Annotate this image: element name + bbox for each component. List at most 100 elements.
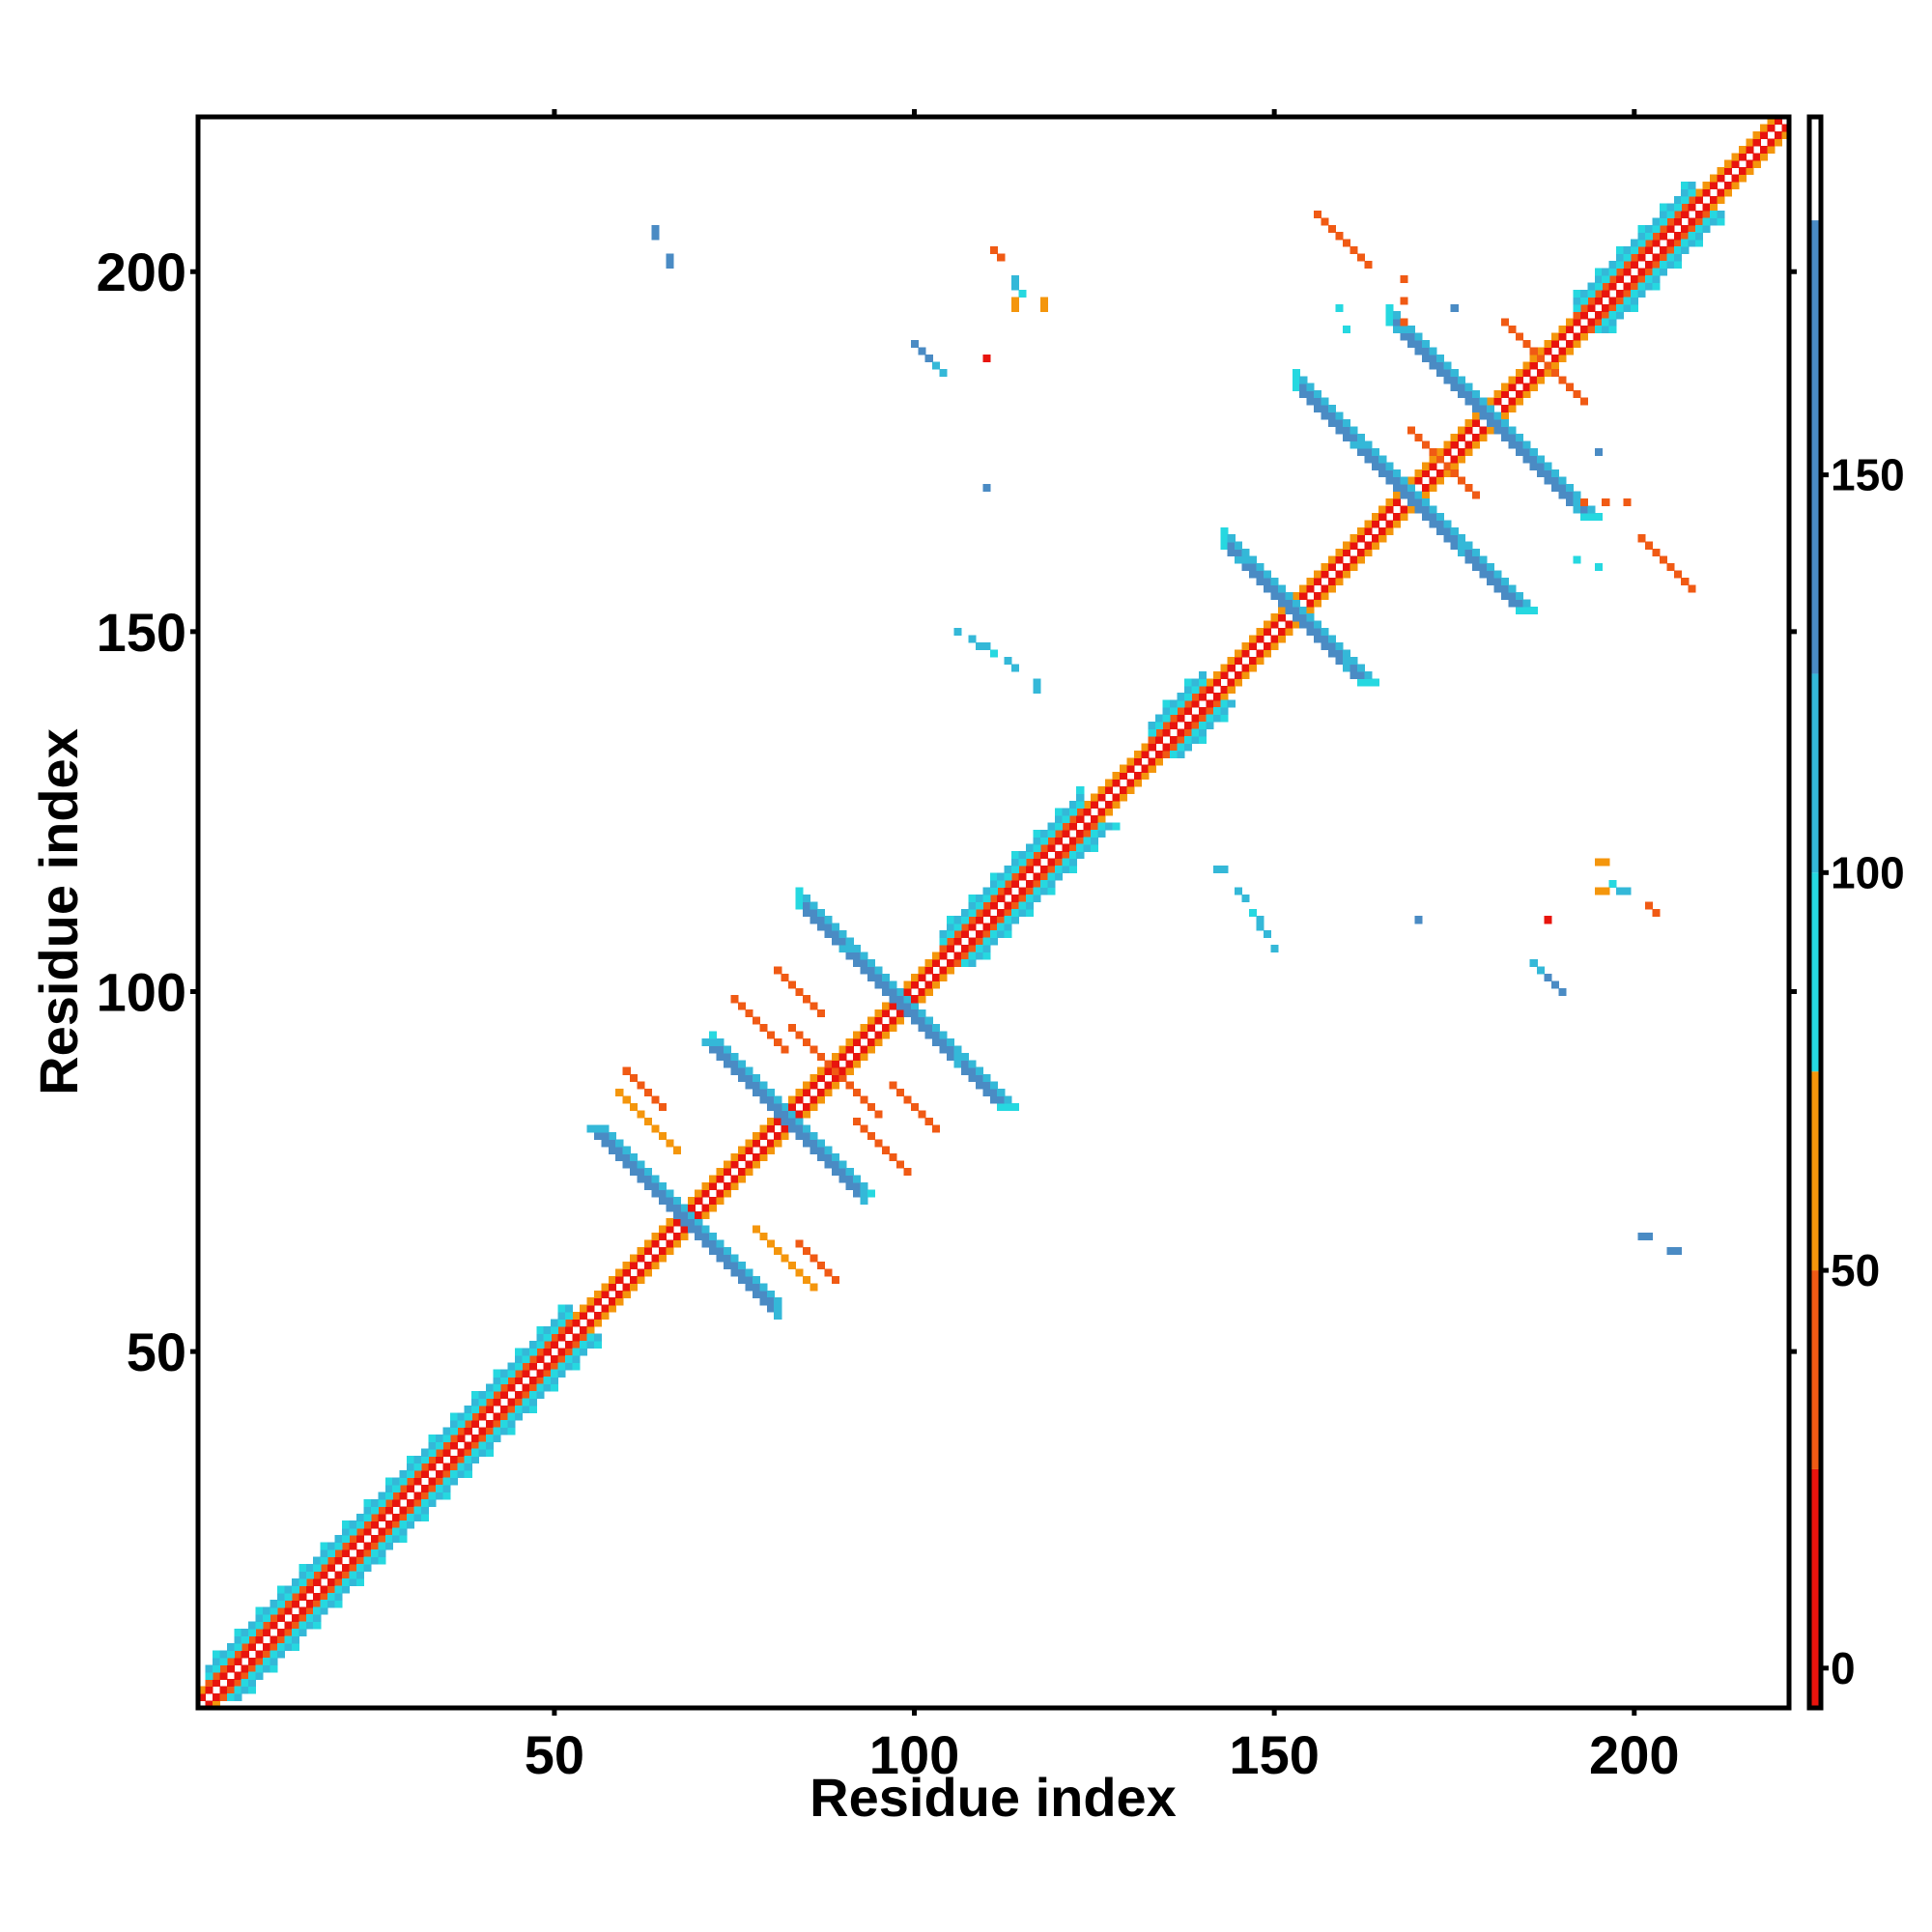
heatmap-cell <box>982 930 991 939</box>
heatmap-cell <box>1212 699 1221 708</box>
heatmap-cell <box>1350 670 1358 679</box>
heatmap-cell <box>1537 462 1546 470</box>
heatmap-cell <box>551 1333 559 1342</box>
heatmap-cell <box>918 966 926 975</box>
heatmap-cell <box>1335 577 1344 586</box>
heatmap-cell <box>263 1606 271 1615</box>
heatmap-cell <box>1314 628 1322 637</box>
heatmap-cell <box>816 908 825 917</box>
heatmap-cell <box>486 1419 495 1428</box>
heatmap-cell <box>651 224 660 233</box>
heatmap-cell <box>579 1333 588 1342</box>
heatmap-cell <box>1112 772 1121 781</box>
colorbar-band <box>1809 220 1821 674</box>
heatmap-cell <box>953 1045 962 1054</box>
heatmap-cell <box>471 1391 480 1400</box>
heatmap-cell <box>1220 714 1229 723</box>
heatmap-cell <box>672 1204 681 1212</box>
heatmap-cell <box>392 1484 401 1493</box>
heatmap-cell <box>918 347 926 355</box>
heatmap-cell <box>298 1571 307 1579</box>
heatmap-cell <box>1328 563 1337 572</box>
heatmap-cell <box>212 1693 220 1702</box>
colorbar-tick-label: 0 <box>1831 1643 1856 1693</box>
heatmap-cell <box>1299 584 1308 593</box>
heatmap-cell <box>881 1031 891 1039</box>
heatmap-cell <box>932 958 941 967</box>
heatmap-cell <box>355 1577 364 1586</box>
heatmap-cell <box>1464 383 1473 391</box>
heatmap-cell <box>579 1304 588 1313</box>
heatmap-cell <box>1256 570 1264 579</box>
heatmap-cell <box>399 1477 408 1486</box>
heatmap-cell <box>522 1362 530 1371</box>
heatmap-cell <box>1105 779 1114 787</box>
heatmap-cell <box>1119 764 1127 773</box>
heatmap-cell <box>349 1556 357 1565</box>
heatmap-cell <box>1594 326 1603 334</box>
heatmap-cell <box>845 1168 854 1177</box>
heatmap-cell <box>1292 383 1300 391</box>
heatmap-cell <box>947 937 955 946</box>
heatmap-cell <box>924 980 933 989</box>
heatmap-cell <box>1314 620 1322 629</box>
heatmap-cell <box>1371 462 1379 470</box>
heatmap-cell <box>910 1102 919 1112</box>
heatmap-cell <box>1033 829 1041 838</box>
heatmap-cell <box>644 1168 653 1177</box>
heatmap-cell <box>947 1052 955 1061</box>
heatmap-cell <box>478 1398 487 1406</box>
heatmap-cell <box>1594 447 1603 456</box>
heatmap-cell <box>263 1650 271 1659</box>
heatmap-cell <box>1263 930 1272 939</box>
heatmap-cell <box>507 1419 516 1428</box>
heatmap-cell <box>637 1168 645 1177</box>
heatmap-cell <box>407 1520 415 1529</box>
heatmap-cell <box>241 1629 249 1637</box>
heatmap-cell <box>355 1563 364 1572</box>
heatmap-cell <box>968 923 977 931</box>
heatmap-cell <box>968 1060 977 1068</box>
heatmap-cell <box>1141 764 1150 773</box>
heatmap-cell <box>1515 606 1523 614</box>
heatmap-cell <box>1263 649 1272 658</box>
heatmap-cell <box>803 1102 811 1112</box>
heatmap-cell <box>1026 858 1035 867</box>
heatmap-cell <box>543 1340 552 1349</box>
heatmap-cell <box>982 1074 991 1083</box>
heatmap-cell <box>1335 412 1344 420</box>
heatmap-cell <box>1565 326 1575 334</box>
heatmap-cell <box>1565 497 1575 507</box>
heatmap-cell <box>1688 182 1696 190</box>
heatmap-cell <box>824 1153 833 1162</box>
heatmap-cell <box>1637 534 1646 543</box>
heatmap-cell <box>270 1600 278 1608</box>
heatmap-cell <box>1011 303 1020 312</box>
heatmap-cell <box>565 1312 574 1321</box>
heatmap-cell <box>522 1354 530 1363</box>
heatmap-cell <box>1558 484 1567 493</box>
heatmap-cell <box>724 1045 732 1054</box>
heatmap-cell <box>1508 591 1517 600</box>
heatmap-cell <box>1652 253 1661 262</box>
heatmap-cell <box>1544 347 1552 355</box>
heatmap-cell <box>1579 289 1588 298</box>
heatmap-cell <box>810 1146 818 1154</box>
heatmap-cell <box>407 1456 415 1464</box>
heatmap-cell <box>378 1549 386 1558</box>
heatmap-cell <box>1068 851 1077 860</box>
heatmap-cell <box>601 1312 610 1321</box>
heatmap-cell <box>766 1290 775 1298</box>
heatmap-cell <box>536 1383 545 1392</box>
heatmap-cell <box>924 966 933 975</box>
heatmap-cell <box>1429 361 1437 370</box>
heatmap-cell <box>701 1204 710 1212</box>
heatmap-cell <box>1443 469 1452 478</box>
heatmap-cell <box>975 1081 983 1090</box>
heatmap-cell <box>831 1052 839 1061</box>
heatmap-cell <box>1731 182 1740 190</box>
heatmap-cell <box>1508 599 1517 608</box>
heatmap-cell <box>701 1181 710 1191</box>
heatmap-cell <box>989 1081 998 1090</box>
heatmap-cell <box>1385 318 1394 327</box>
